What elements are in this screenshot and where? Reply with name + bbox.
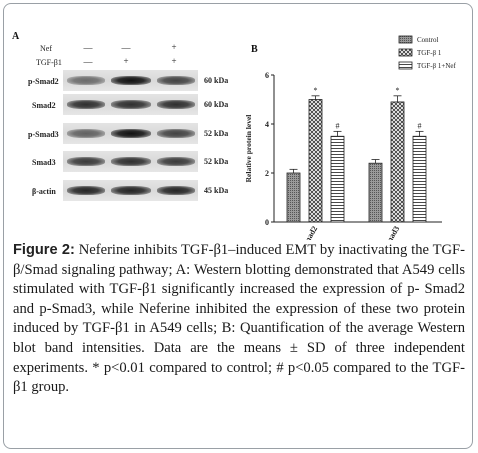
y-tick-label: 4 — [265, 120, 269, 129]
blot-label-smad2: Smad2 — [32, 101, 56, 110]
caption-text: Neferine inhibits TGF-β1–induced EMT by … — [13, 242, 466, 396]
panel-a-label: A — [12, 31, 20, 42]
bar — [412, 135, 427, 223]
kda-label: 52 kDa — [204, 157, 229, 166]
treatment-symbol: — — [83, 57, 93, 67]
blot-label-p-smad2: p-Smad2 — [28, 77, 59, 86]
bar — [368, 162, 383, 223]
legend-label: TGF-β 1 — [417, 49, 442, 57]
treatment-label-nef: Nef — [40, 44, 52, 53]
treatment-symbol: + — [171, 56, 177, 66]
blot-band — [157, 186, 195, 195]
kda-label: 60 kDa — [204, 100, 229, 109]
blot-strip-smad3 — [63, 151, 198, 172]
treatment-symbol: + — [123, 56, 129, 66]
blot-band — [157, 157, 195, 166]
bar — [286, 172, 301, 223]
kda-label: 52 kDa — [204, 129, 229, 138]
bar — [308, 99, 323, 223]
blot-label-smad3: Smad3 — [32, 158, 56, 167]
blot-band — [111, 129, 151, 138]
legend-swatch — [398, 48, 413, 57]
blot-label-beta-actin: β-actin — [32, 187, 56, 196]
treatment-symbol: — — [83, 43, 93, 53]
blot-strip-p-smad2 — [63, 70, 198, 91]
blot-band — [67, 186, 105, 195]
blot-band — [111, 186, 151, 195]
legend-swatch — [398, 35, 413, 44]
blot-band — [111, 157, 151, 166]
significance-mark: * — [396, 86, 400, 95]
blot-label-p-smad3: p-Smad3 — [28, 130, 59, 139]
blot-strip-beta-actin — [63, 180, 198, 201]
x-tick-label: p-Smad2 — [296, 225, 319, 241]
blot-band — [67, 157, 105, 166]
treatment-symbol: + — [171, 42, 177, 52]
blot-band — [157, 76, 195, 85]
figure-number: Figure 2: — [13, 242, 75, 258]
blot-band — [111, 76, 151, 85]
kda-label: 60 kDa — [204, 76, 229, 85]
x-tick-label: p-Smad3 — [378, 225, 401, 241]
panel-b-label: B — [251, 44, 258, 55]
blot-strip-p-smad3 — [63, 123, 198, 144]
significance-mark: # — [336, 121, 340, 130]
legend-swatch — [398, 61, 413, 70]
figure-caption: Figure 2: Neferine inhibits TGF-β1–induc… — [13, 241, 465, 398]
treatment-label-tgf: TGF-β1 — [36, 58, 62, 67]
blot-strip-smad2 — [63, 94, 198, 115]
legend-label: TGF-β 1+Nef — [417, 62, 456, 70]
y-tick-label: 2 — [265, 169, 269, 178]
y-tick-label: 0 — [265, 218, 269, 227]
bar-chart: 0 2 4 6 Relative protein level * # p-Smad2 * # p-… — [244, 35, 456, 241]
significance-mark: # — [418, 121, 422, 130]
blot-band — [67, 100, 105, 109]
blot-band — [111, 100, 151, 109]
blot-band — [67, 129, 105, 138]
blot-band — [67, 76, 105, 85]
y-tick-label: 6 — [265, 71, 269, 80]
bar — [390, 101, 405, 223]
y-axis-label: Relative protein level — [244, 115, 253, 183]
blot-band — [157, 129, 195, 138]
bar — [330, 135, 345, 223]
blot-band — [157, 100, 195, 109]
significance-mark: * — [314, 86, 318, 95]
kda-label: 45 kDa — [204, 186, 229, 195]
treatment-symbol: — — [121, 43, 131, 53]
legend-label: Control — [417, 36, 438, 44]
